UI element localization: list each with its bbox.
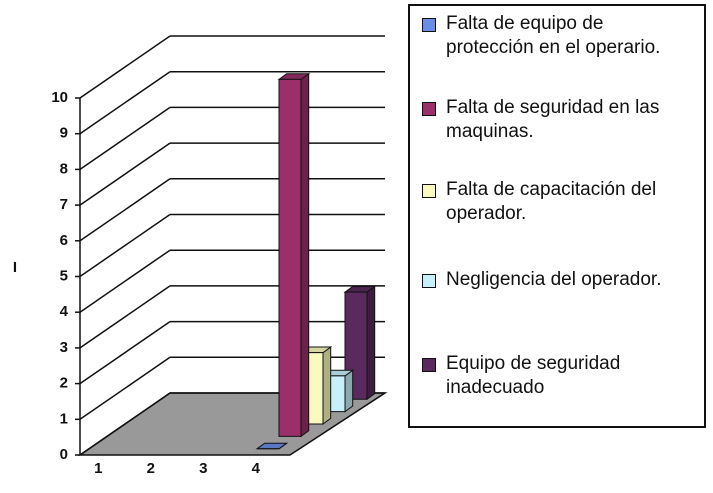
y-tick-label: 0 <box>60 446 68 463</box>
bar <box>255 442 289 450</box>
bar-face <box>366 285 376 401</box>
y-tick-label: 6 <box>60 232 68 249</box>
x-tick-label: 4 <box>252 460 261 477</box>
grid-line <box>79 320 171 385</box>
grid-line <box>79 106 171 171</box>
bar-face <box>322 346 332 425</box>
y-tick-label: 10 <box>51 89 68 106</box>
legend-swatch <box>422 358 436 372</box>
legend-entry: Falta de capacitación del operador. <box>422 178 676 226</box>
y-tick-label: 1 <box>60 410 68 427</box>
legend: Falta de equipo de protección en el oper… <box>408 4 706 428</box>
grid-line <box>79 178 171 242</box>
legend-label: Falta de equipo de protección en el oper… <box>446 13 661 58</box>
grid-line <box>79 142 171 206</box>
y-tick-label: 2 <box>60 375 68 392</box>
legend-entry: Equipo de seguridad inadecuado <box>422 352 676 400</box>
grid-line <box>79 285 171 349</box>
x-tick-label: 2 <box>147 460 155 477</box>
grid-line <box>79 71 171 135</box>
grid-line <box>79 35 171 99</box>
y-tick-label: 8 <box>60 160 68 177</box>
legend-swatch <box>422 274 436 288</box>
bar <box>343 285 377 401</box>
y-tick-label: 9 <box>60 125 68 142</box>
legend-entry: Falta de equipo de protección en el oper… <box>422 12 676 60</box>
legend-entry: Negligencia del operador. <box>422 268 676 292</box>
grid-line <box>79 392 171 456</box>
legend-label: Falta de seguridad en las maquinas. <box>446 97 660 142</box>
x-tick-label: 1 <box>94 460 102 477</box>
y-tick-label: 4 <box>60 303 69 320</box>
grid-line <box>79 213 171 278</box>
x-tick-label: 3 <box>199 460 207 477</box>
bar <box>277 72 311 438</box>
y-tick-label: 5 <box>60 267 68 284</box>
bar-face <box>300 72 310 438</box>
y-axis-label: I <box>13 259 17 276</box>
chart: I 0 1 2 3 4 5 6 7 8 9 10 1 2 3 4 <box>13 35 388 477</box>
bar-face <box>344 369 354 413</box>
legend-swatch <box>422 184 436 198</box>
legend-label: Negligencia del operador. <box>446 269 662 290</box>
y-tick-label: 3 <box>60 339 68 356</box>
grid-line <box>79 249 171 313</box>
grid-line <box>79 356 171 420</box>
legend-swatch <box>422 18 436 32</box>
y-tick-label: 7 <box>60 196 68 213</box>
legend-label: Equipo de seguridad inadecuado <box>446 353 621 398</box>
legend-label: Falta de capacitación del operador. <box>446 179 657 224</box>
legend-entry: Falta de seguridad en las maquinas. <box>422 96 676 144</box>
legend-swatch <box>422 102 436 116</box>
bar-face <box>278 78 302 437</box>
